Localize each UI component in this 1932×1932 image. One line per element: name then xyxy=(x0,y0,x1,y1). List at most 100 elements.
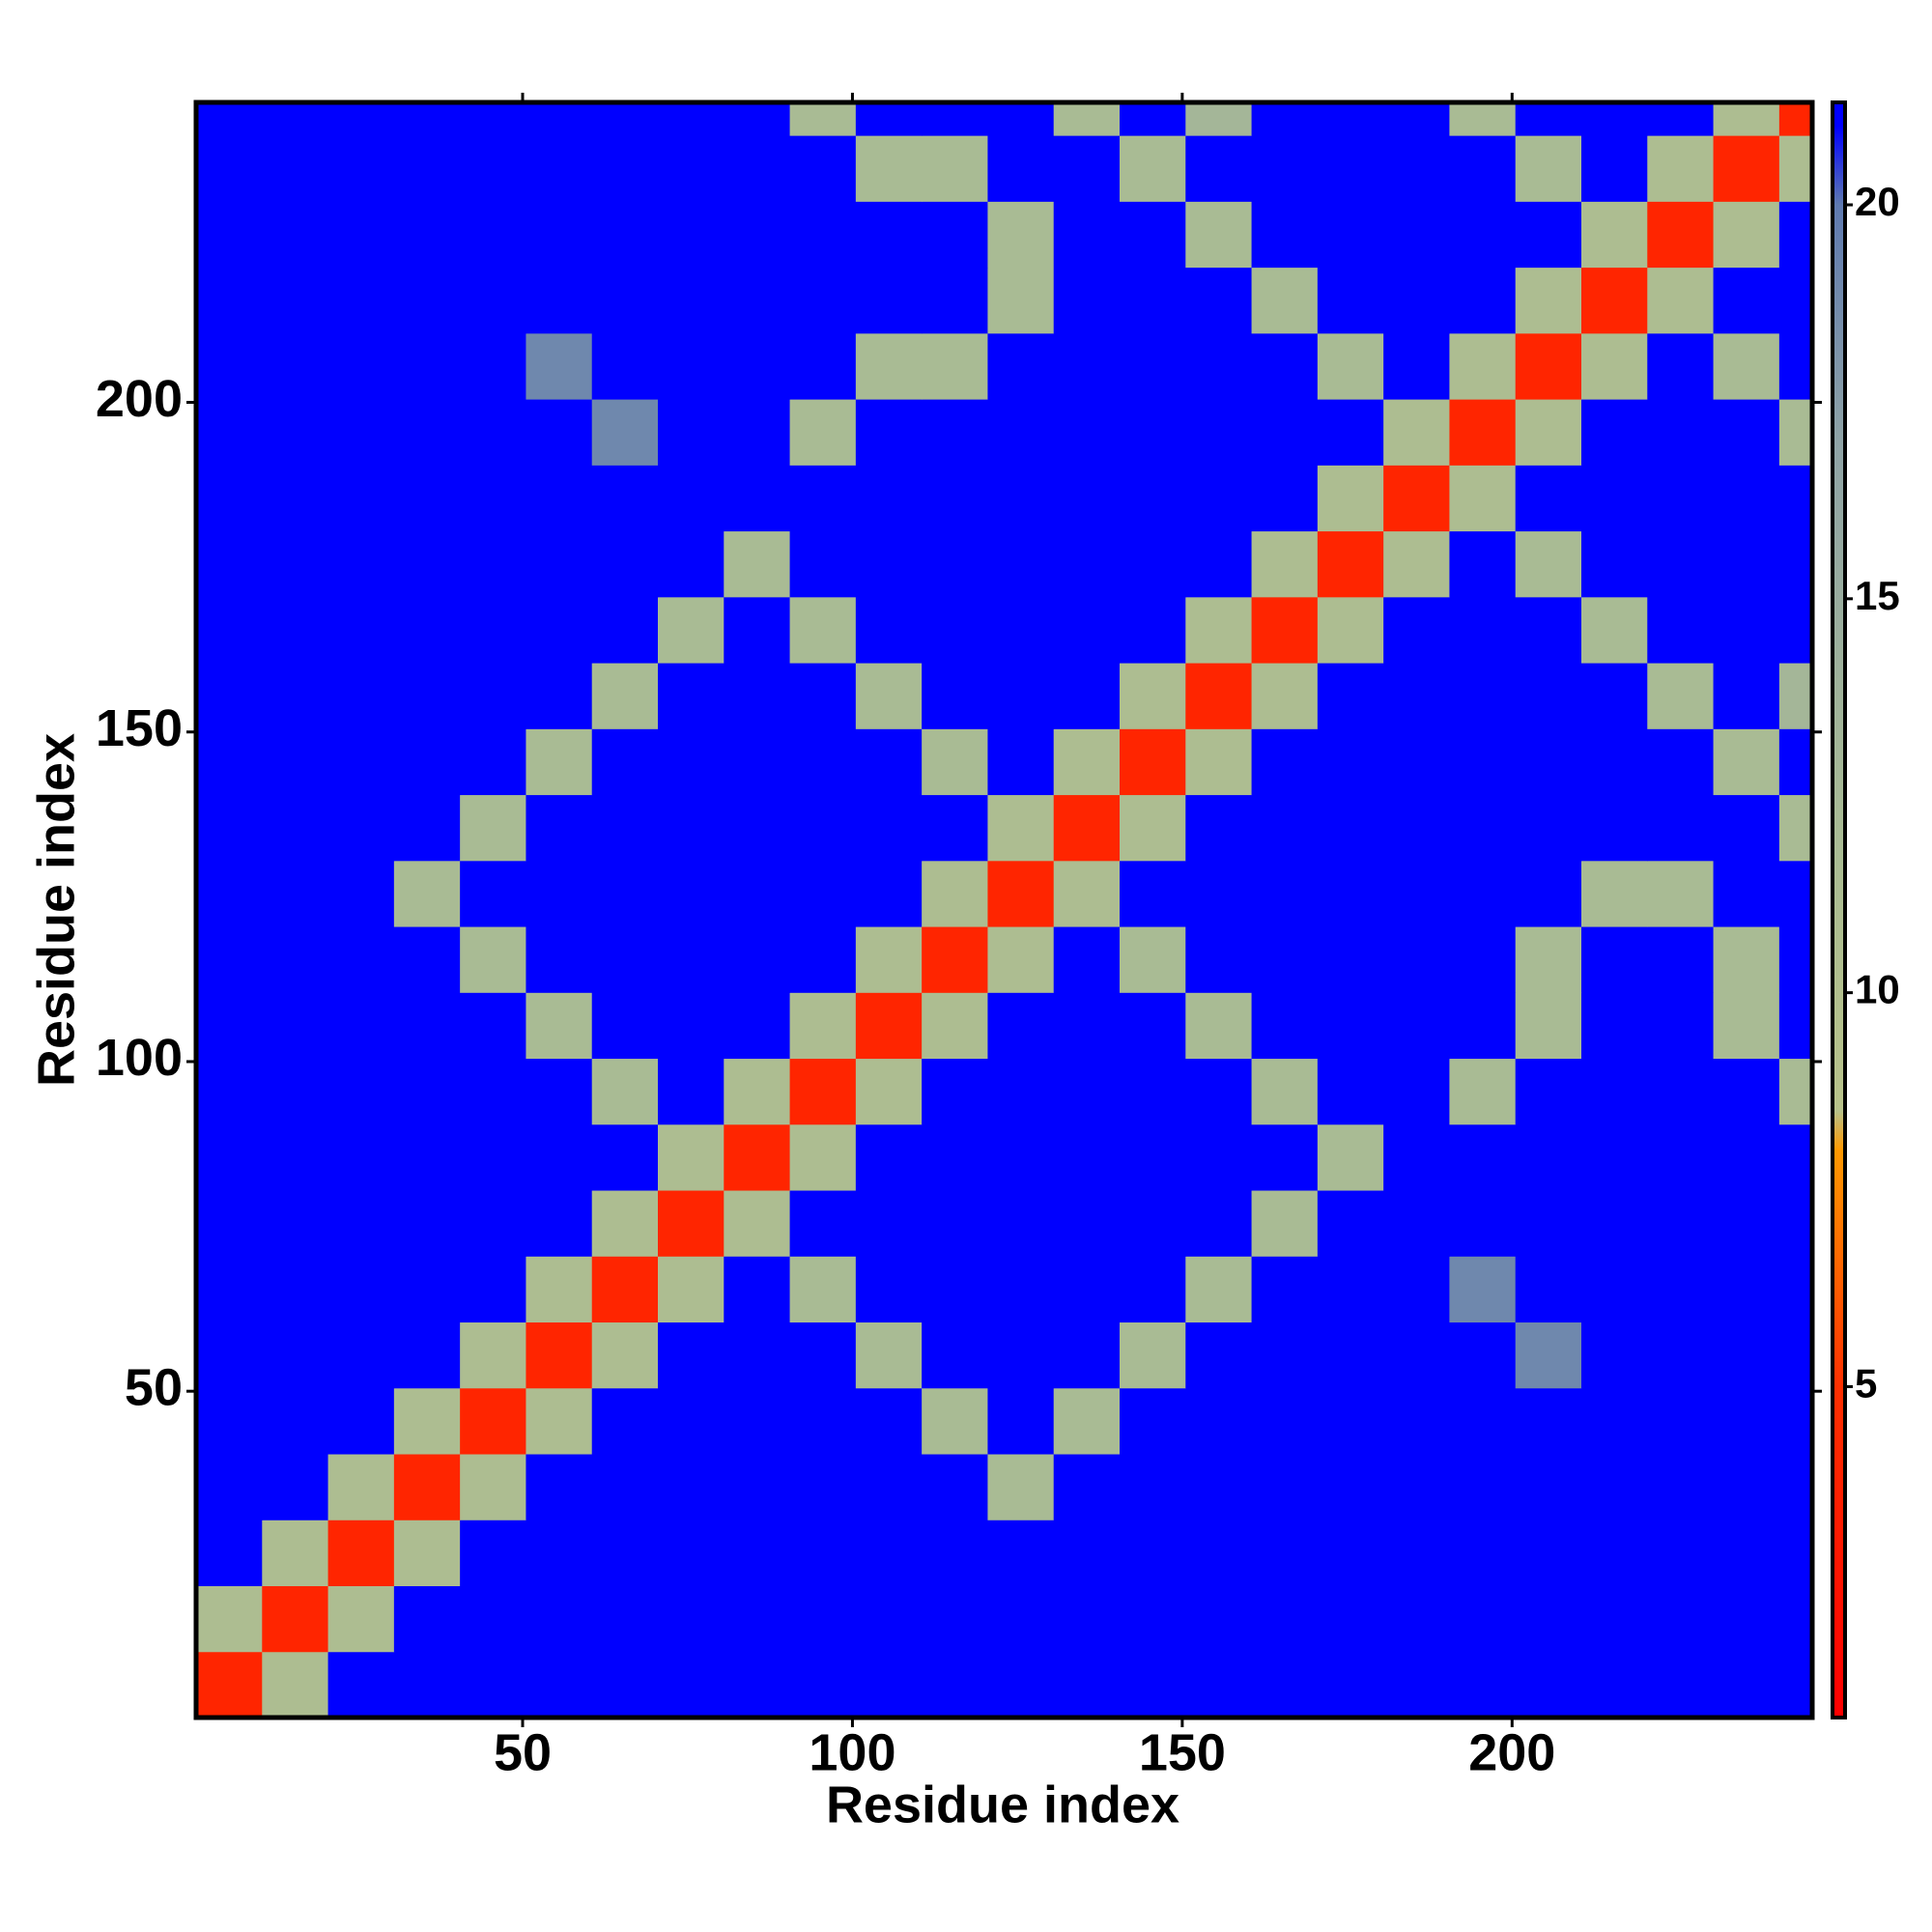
heatmap-cell xyxy=(1449,1651,1517,1719)
heatmap-cell xyxy=(1647,1321,1715,1389)
heatmap-cell xyxy=(1053,399,1121,466)
heatmap-cell xyxy=(591,1454,659,1520)
heatmap-cell xyxy=(1778,1454,1813,1520)
heatmap-cell xyxy=(1515,1123,1582,1191)
heatmap-cell xyxy=(1251,926,1319,993)
heatmap-cell xyxy=(591,1585,659,1653)
heatmap-cell xyxy=(262,201,329,269)
heatmap-cell xyxy=(591,1256,659,1323)
heatmap-cell xyxy=(789,332,857,400)
heatmap-cell xyxy=(1251,201,1319,269)
heatmap-cell xyxy=(1515,663,1582,729)
heatmap-cell xyxy=(922,399,988,466)
heatmap-cell xyxy=(855,102,923,136)
heatmap-cell xyxy=(327,332,395,400)
heatmap-cell xyxy=(460,992,526,1060)
heatmap-cell xyxy=(658,102,724,136)
heatmap-cell xyxy=(789,926,857,993)
heatmap-cell xyxy=(1515,201,1582,269)
heatmap-cell xyxy=(1449,1585,1517,1653)
heatmap-cell xyxy=(1449,926,1517,993)
heatmap-cell xyxy=(1383,794,1450,862)
heatmap-cell xyxy=(1713,135,1780,202)
heatmap-cell xyxy=(1317,728,1384,796)
heatmap-cell xyxy=(262,399,329,466)
heatmap-cell xyxy=(1120,1321,1186,1389)
heatmap-cell xyxy=(1053,992,1121,1060)
heatmap-cell xyxy=(1713,1520,1780,1587)
heatmap-cell xyxy=(591,860,659,927)
heatmap-cell xyxy=(327,1123,395,1191)
heatmap-cell xyxy=(1185,465,1253,532)
heatmap-cell xyxy=(724,1520,791,1587)
heatmap-cell xyxy=(855,1387,923,1455)
heatmap-cell xyxy=(327,663,395,729)
heatmap-cell xyxy=(1515,332,1582,400)
heatmap-cell xyxy=(1317,399,1384,466)
heatmap-cell xyxy=(327,992,395,1060)
heatmap-cell xyxy=(987,201,1055,269)
heatmap-cell xyxy=(327,102,395,136)
heatmap-cell xyxy=(591,596,659,664)
heatmap-cell xyxy=(1647,135,1715,202)
heatmap-cell xyxy=(196,926,263,993)
heatmap-cell xyxy=(1778,663,1813,729)
heatmap-cell xyxy=(658,135,724,202)
heatmap-cell xyxy=(591,1651,659,1719)
heatmap-cell xyxy=(526,465,593,532)
heatmap-cell xyxy=(460,1585,526,1653)
heatmap-cell xyxy=(789,1651,857,1719)
heatmap-cell xyxy=(1317,1651,1384,1719)
heatmap-cell xyxy=(1515,728,1582,796)
heatmap-cell xyxy=(1778,201,1813,269)
heatmap-cell xyxy=(1383,1651,1450,1719)
heatmap-cell xyxy=(526,135,593,202)
heatmap-cell xyxy=(724,1585,791,1653)
heatmap-cell xyxy=(1778,1256,1813,1323)
heatmap-cell xyxy=(1778,728,1813,796)
heatmap-cell xyxy=(393,596,461,664)
heatmap-cell xyxy=(922,1651,988,1719)
heatmap-cell xyxy=(1713,926,1780,993)
heatmap-cell xyxy=(1713,530,1780,598)
heatmap-cell xyxy=(327,1058,395,1125)
heatmap-cell xyxy=(1581,267,1648,334)
heatmap-cell xyxy=(196,530,263,598)
heatmap-cell xyxy=(1647,530,1715,598)
heatmap-cell xyxy=(1713,1256,1780,1323)
heatmap-cell xyxy=(526,1585,593,1653)
heatmap-cell xyxy=(1120,1058,1186,1125)
heatmap-cell xyxy=(855,663,923,729)
heatmap-cell xyxy=(1713,1651,1780,1719)
heatmap-cell xyxy=(1647,201,1715,269)
heatmap-cell xyxy=(1120,926,1186,993)
heatmap-cell xyxy=(1778,1321,1813,1389)
heatmap-cell xyxy=(1713,860,1780,927)
heatmap-cell xyxy=(1515,1321,1582,1389)
heatmap-cell xyxy=(460,135,526,202)
heatmap-cell xyxy=(789,1585,857,1653)
heatmap-cell xyxy=(1647,102,1715,136)
heatmap-cell xyxy=(658,1585,724,1653)
heatmap-cell xyxy=(658,794,724,862)
heatmap-cell xyxy=(1647,1651,1715,1719)
heatmap-cell xyxy=(327,1321,395,1389)
heatmap-cell xyxy=(460,663,526,729)
heatmap-cell xyxy=(591,926,659,993)
heatmap-cell xyxy=(724,926,791,993)
heatmap-cell xyxy=(658,399,724,466)
heatmap-cell xyxy=(922,1387,988,1455)
heatmap-cell xyxy=(1251,399,1319,466)
heatmap-cell xyxy=(1120,794,1186,862)
heatmap-cell xyxy=(789,728,857,796)
heatmap-cell xyxy=(1713,1387,1780,1455)
heatmap-cell xyxy=(855,332,923,400)
heatmap-cell xyxy=(526,1256,593,1323)
heatmap-cell xyxy=(1383,1321,1450,1389)
heatmap-cell xyxy=(1449,530,1517,598)
heatmap-cell xyxy=(1515,926,1582,993)
heatmap-cell xyxy=(987,465,1055,532)
heatmap-cell xyxy=(327,135,395,202)
heatmap-cell xyxy=(789,860,857,927)
heatmap-cell xyxy=(526,1520,593,1587)
